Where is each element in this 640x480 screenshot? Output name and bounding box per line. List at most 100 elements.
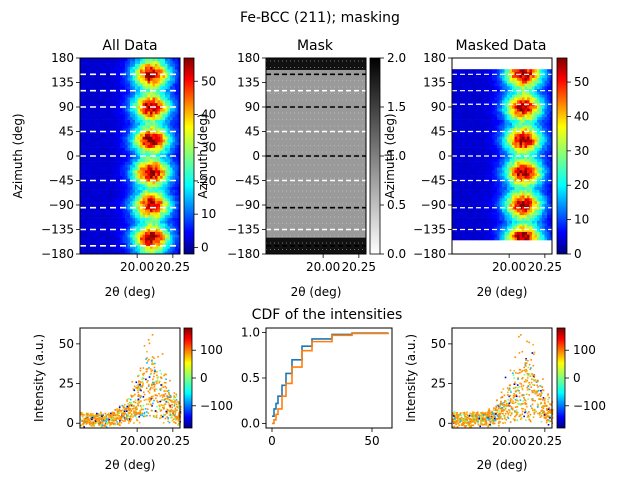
all-data-cell: [85, 60, 88, 64]
all-data-cell: [165, 69, 168, 73]
masked-data-cell: [524, 139, 528, 143]
all-data-cell: [110, 91, 113, 95]
masked-data-cell: [524, 200, 528, 204]
masked-data-cell: [522, 153, 525, 157]
masked-data-cell: [527, 144, 530, 148]
masked-data-cell: [469, 105, 473, 109]
all-data-cell: [115, 139, 118, 143]
all-data-cell: [175, 58, 178, 62]
all-data-cell: [92, 114, 96, 118]
all-data-cell: [112, 147, 116, 151]
all-data-cell: [115, 100, 118, 104]
all-data-cell: [110, 200, 113, 204]
all-data-cell: [105, 80, 108, 84]
all-data-cell: [80, 133, 83, 137]
all-data-cell: [130, 100, 133, 104]
all-data-cell: [120, 198, 123, 202]
all-data-cell: [167, 80, 171, 84]
all-data-cell: [157, 200, 161, 204]
all-data-cell: [127, 91, 131, 95]
masked-data-cell: [474, 217, 478, 221]
masked-data-cell: [492, 142, 495, 146]
masked-data-cell: [499, 223, 503, 227]
all-data-cell: [140, 231, 143, 235]
masked-data-cell: [482, 142, 485, 146]
all-data-cell: [102, 158, 106, 162]
all-data-cell: [87, 74, 91, 78]
all-data-cell: [145, 186, 148, 190]
masked-data-cell: [472, 231, 475, 235]
all-data-cell: [125, 72, 128, 76]
all-data-cell: [157, 147, 161, 151]
masked-data-cell: [542, 192, 545, 196]
all-data-cell: [117, 150, 121, 154]
masked-data-cell: [487, 195, 490, 199]
masked-data-cell: [547, 172, 550, 176]
all-data-cell: [122, 94, 126, 98]
all-data-cell: [137, 88, 141, 92]
masked-data-cell: [469, 100, 473, 104]
masked-data-cell: [519, 223, 523, 227]
all-data-cell: [105, 251, 108, 255]
all-data-cell: [100, 111, 103, 115]
masked-data-cell: [537, 142, 540, 146]
all-data-cell: [80, 94, 83, 98]
all-data-cell: [140, 192, 143, 196]
all-data-cell: [127, 80, 131, 84]
all-data-cell: [80, 209, 83, 213]
all-data-cell: [142, 214, 146, 218]
all-data-cell: [167, 209, 171, 213]
all-data-cell: [132, 108, 136, 112]
all-data-cell: [167, 74, 171, 78]
all-data-cell: [117, 119, 121, 123]
all-data-cell: [95, 102, 98, 106]
masked-data-cell: [514, 116, 518, 120]
masked-data-cell: [542, 133, 545, 137]
masked-data-cell: [469, 203, 473, 207]
all-data-cell: [155, 240, 158, 244]
all-data-cell: [155, 237, 158, 241]
all-data-cell: [170, 161, 173, 165]
all-data-cell: [175, 214, 178, 218]
all-data-cell: [100, 214, 103, 218]
masked-data-cell: [484, 214, 488, 218]
masked-data-cell: [494, 223, 498, 227]
all-data-cell: [170, 181, 173, 185]
masked-data-cell: [512, 144, 515, 148]
masked-data-cell: [479, 156, 483, 160]
masked-data-cell: [462, 105, 465, 109]
masked-data-cell: [469, 142, 473, 146]
masked-data-cell: [459, 105, 463, 109]
all-data-cell: [157, 136, 161, 140]
all-data-cell: [90, 63, 93, 67]
all-data-cell: [87, 209, 91, 213]
masked-data-cell: [547, 122, 550, 126]
all-data-cell: [150, 251, 153, 255]
all-data-cell: [145, 88, 148, 92]
masked-data-cell: [474, 234, 478, 238]
all-data-cell: [122, 156, 126, 160]
all-data-cell: [175, 97, 178, 101]
masked-data-cell: [534, 212, 538, 216]
masked-data-cell: [457, 181, 460, 185]
all-data-cell: [105, 77, 108, 81]
all-data-cell: [90, 60, 93, 64]
all-data-cell: [157, 189, 161, 193]
all-data-cell: [97, 147, 101, 151]
all-data-cell: [80, 212, 83, 216]
all-data-cell: [130, 150, 133, 154]
all-data-cell: [105, 161, 108, 165]
all-data-cell: [175, 77, 178, 81]
masked-data-cell: [487, 209, 490, 213]
all-data-cell: [150, 100, 153, 104]
all-data-cell: [95, 91, 98, 95]
all-data-cell: [160, 114, 163, 118]
all-data-cell: [85, 111, 88, 115]
all-data-cell: [135, 184, 138, 188]
all-data-cell: [122, 240, 126, 244]
all-data-cell: [90, 167, 93, 171]
all-data-cell: [160, 156, 163, 160]
all-data-cell: [152, 130, 156, 134]
all-data-cell: [97, 86, 101, 90]
all-data-cell: [145, 128, 148, 132]
